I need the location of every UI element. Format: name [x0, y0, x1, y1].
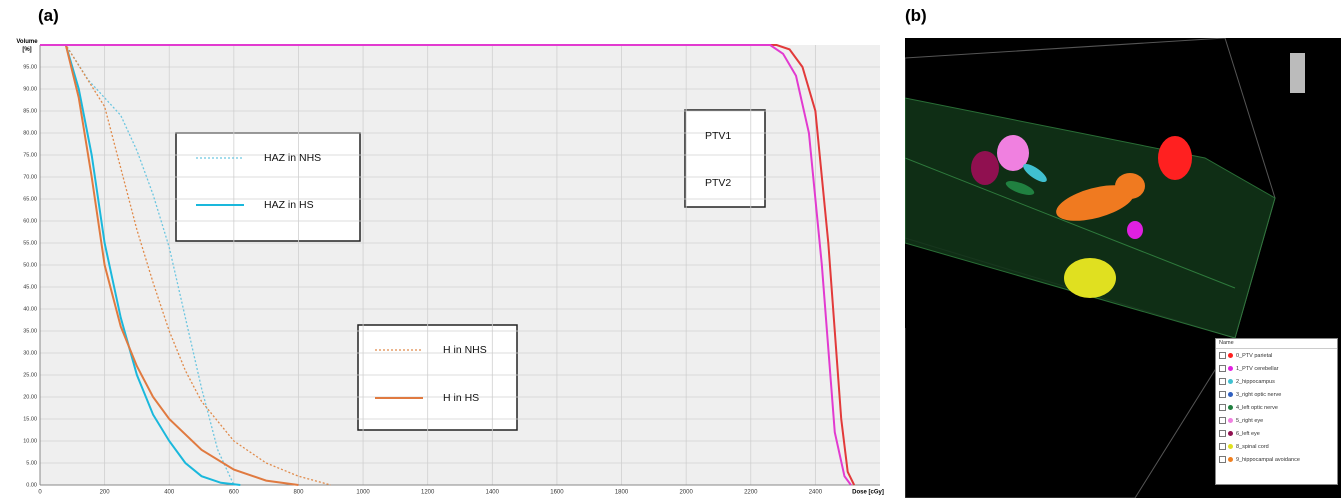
legend-label: HAZ in HS: [264, 199, 314, 211]
x-tick-label: 1400: [486, 490, 500, 496]
y-tick-label: 70.00: [23, 174, 37, 180]
y-tick-label: 35.00: [23, 328, 37, 334]
legend-row: 8_spinal cord: [1216, 440, 1337, 453]
structure: [1115, 173, 1145, 199]
y-tick-label: 60.00: [23, 218, 37, 224]
x-axis-label: Dose [cGy]: [852, 490, 884, 496]
y-tick-label: 15.00: [23, 416, 37, 422]
x-tick-label: 1800: [615, 490, 629, 496]
y-tick-label: 95.00: [23, 64, 37, 70]
legend-row: 2_hippocampus: [1216, 375, 1337, 388]
legend-row: 9_hippocampal avoidance: [1216, 453, 1337, 466]
checkbox[interactable]: [1219, 404, 1226, 411]
checkbox[interactable]: [1219, 430, 1226, 437]
legend-box: [358, 325, 517, 430]
legend-row: 4_left optic nerve: [1216, 401, 1337, 414]
legend-row: 6_left eye: [1216, 427, 1337, 440]
legend-swatch: [1228, 457, 1233, 462]
legend-title: Name: [1216, 339, 1337, 349]
structure: [971, 151, 999, 185]
y-tick-label: 55.00: [23, 240, 37, 246]
legend-swatch: [1228, 366, 1233, 371]
y-tick-label: 30.00: [23, 350, 37, 356]
checkbox[interactable]: [1219, 352, 1226, 359]
legend-label: 0_PTV parietal: [1236, 353, 1272, 359]
y-tick-label: 50.00: [23, 262, 37, 268]
y-tick-label: 10.00: [23, 438, 37, 444]
y-tick-label: 0.00: [26, 482, 37, 488]
x-tick-label: 1200: [421, 490, 435, 496]
structure: [1127, 221, 1143, 239]
chart: Dose [cGy] 0.00 5.00 10.00 15.00 20.00 25.00 3…: [0, 0, 900, 498]
legend-label: PTV1: [705, 130, 731, 142]
legend-box: [176, 133, 360, 241]
x-tick-label: 0: [38, 490, 42, 496]
y-tick-label: 65.00: [23, 196, 37, 202]
legend-swatch: [1228, 353, 1233, 358]
y-tick-label: 40.00: [23, 306, 37, 312]
y-tick-label: 20.00: [23, 394, 37, 400]
x-tick-label: 2400: [809, 490, 823, 496]
legend-label: 1_PTV cerebellar: [1236, 366, 1279, 372]
legend-box: [685, 110, 765, 207]
y-tick-label: 45.00: [23, 284, 37, 290]
x-tick-label: 800: [293, 490, 304, 496]
checkbox[interactable]: [1219, 365, 1226, 372]
x-tick-label: 2000: [679, 490, 693, 496]
legend-row: 0_PTV parietal: [1216, 349, 1337, 362]
legend-row: 1_PTV cerebellar: [1216, 362, 1337, 375]
x-tick-label: 600: [229, 490, 240, 496]
orientation-icon: [1290, 53, 1305, 93]
legend-row: 5_right eye: [1216, 414, 1337, 427]
legend-label: H in HS: [443, 392, 479, 404]
checkbox[interactable]: [1219, 391, 1226, 398]
legend-label: 3_right optic nerve: [1236, 392, 1281, 398]
legend-label: 8_spinal cord: [1236, 444, 1269, 450]
checkbox[interactable]: [1219, 417, 1226, 424]
legend-label: PTV2: [705, 177, 731, 189]
legend-swatch: [1228, 392, 1233, 397]
legend-label: H in NHS: [443, 344, 487, 356]
panel-label: (b): [905, 6, 927, 26]
checkbox[interactable]: [1219, 456, 1226, 463]
checkbox[interactable]: [1219, 378, 1226, 385]
legend-label: 9_hippocampal avoidance: [1236, 457, 1300, 463]
page: {"chart_data": {"type": "line", "panel_l…: [0, 0, 1341, 498]
structure-legend: Name 0_PTV parietal 1_PTV cerebellar 2_hip…: [1215, 338, 1338, 485]
legend-row: 3_right optic nerve: [1216, 388, 1337, 401]
y-tick-label: 85.00: [23, 108, 37, 114]
checkbox[interactable]: [1219, 443, 1226, 450]
legend-swatch: [1228, 379, 1233, 384]
y-tick-label: 5.00: [26, 460, 37, 466]
legend-label: HAZ in NHS: [264, 152, 321, 164]
legend-label: 2_hippocampus: [1236, 379, 1275, 385]
legend-label: 4_left optic nerve: [1236, 405, 1278, 411]
x-tick-label: 1000: [356, 490, 370, 496]
legend-label: 6_left eye: [1236, 431, 1260, 437]
legend-swatch: [1228, 444, 1233, 449]
structure: [1064, 258, 1116, 298]
x-tick-label: 200: [100, 490, 111, 496]
legend-label: 5_right eye: [1236, 418, 1263, 424]
legend-swatch: [1228, 431, 1233, 436]
y-tick-label: 75.00: [23, 152, 37, 158]
x-tick-label: 2200: [744, 490, 758, 496]
structure: [1158, 136, 1192, 180]
legend-swatch: [1228, 418, 1233, 423]
x-tick-label: 400: [164, 490, 175, 496]
legend-swatch: [1228, 405, 1233, 410]
y-tick-label: 80.00: [23, 130, 37, 136]
y-tick-label: 25.00: [23, 372, 37, 378]
y-tick-label: 90.00: [23, 86, 37, 92]
x-tick-label: 1600: [550, 490, 564, 496]
